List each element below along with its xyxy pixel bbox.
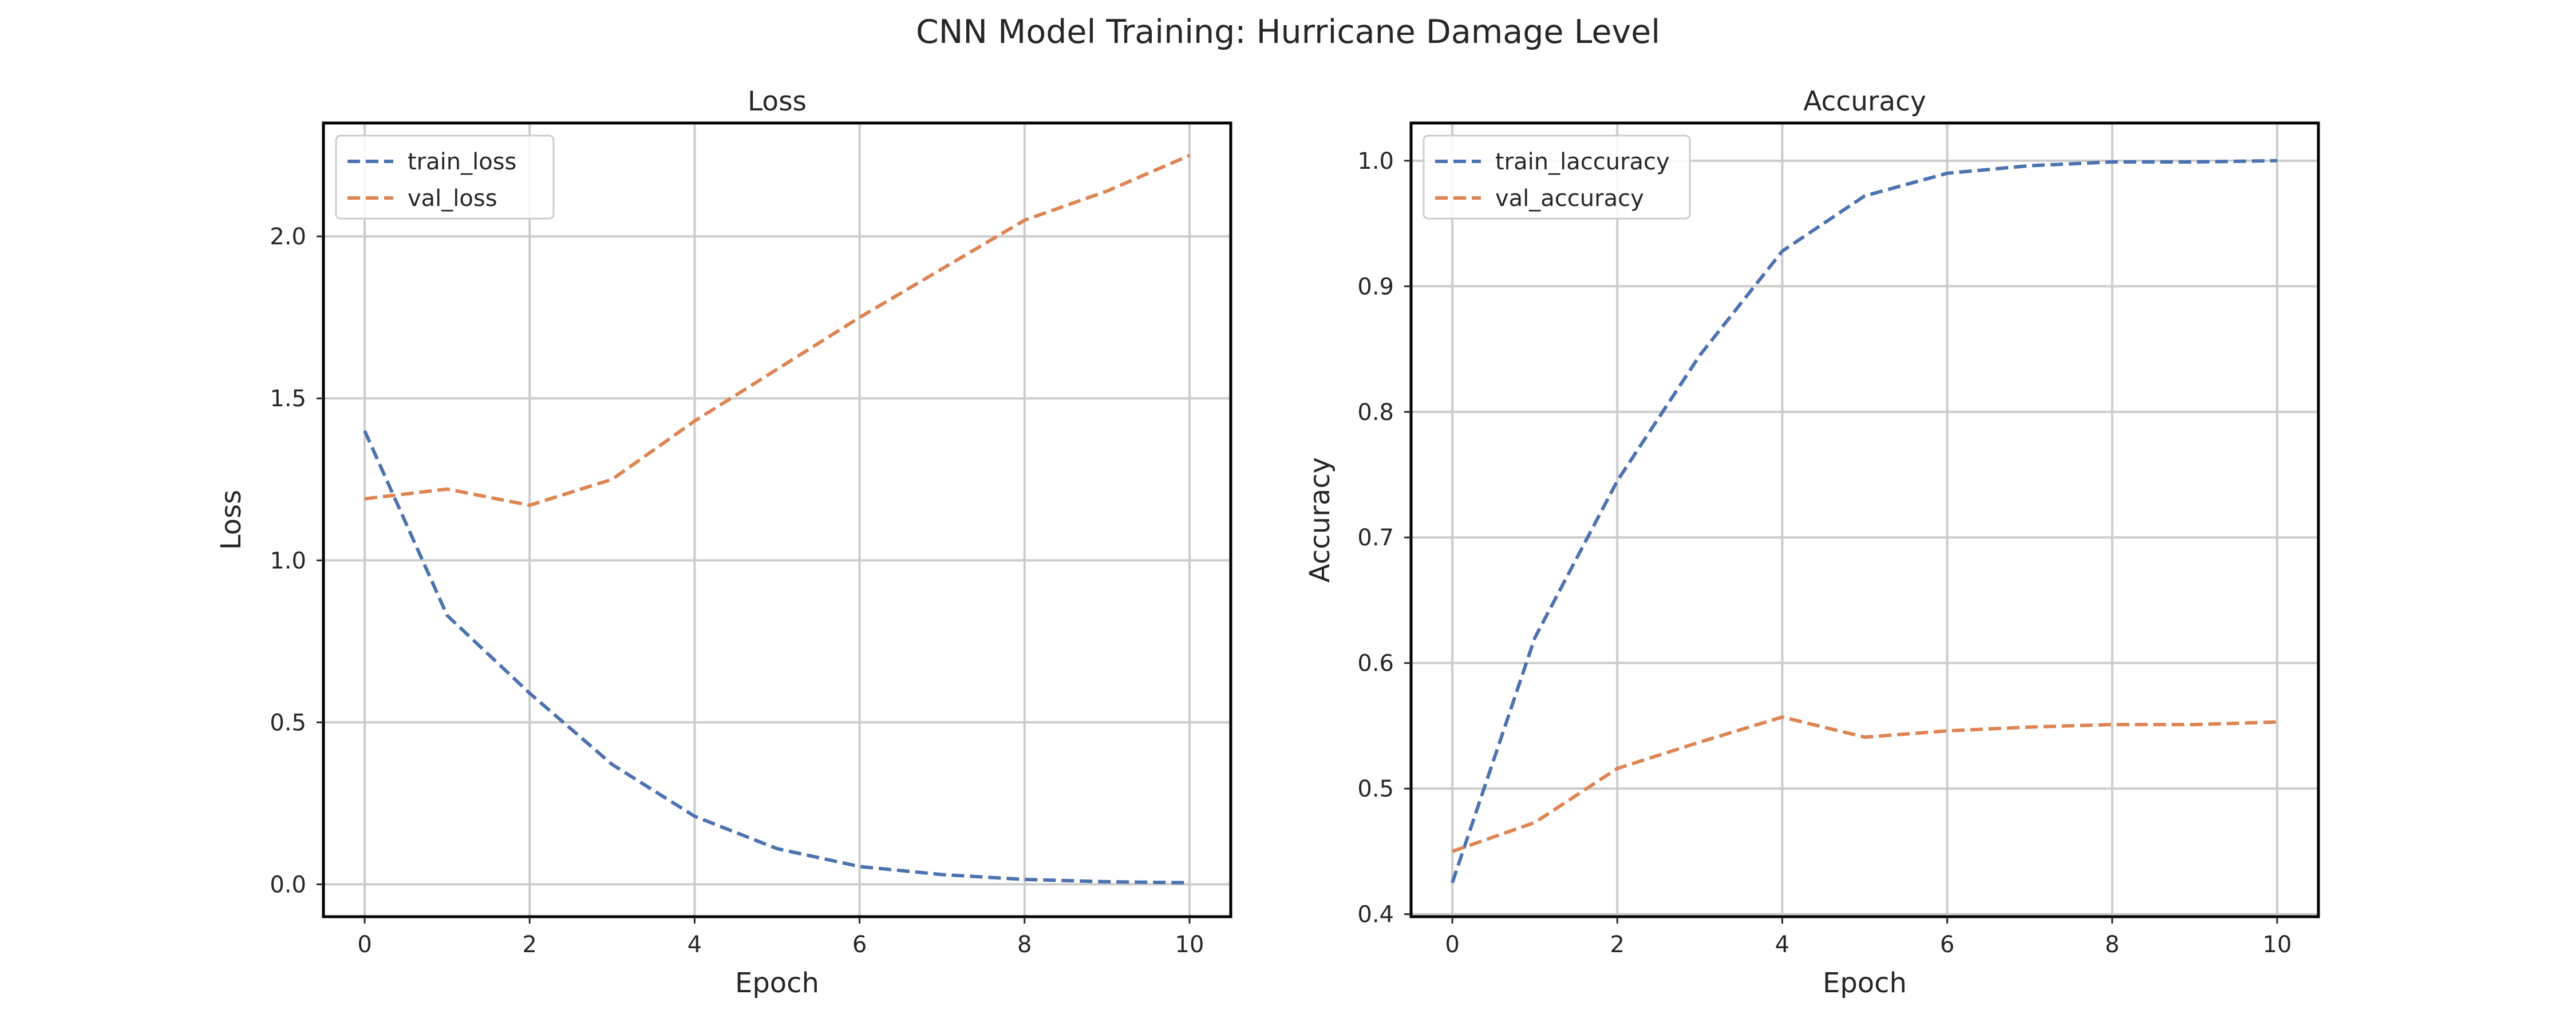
loss-series-val_loss <box>364 153 1191 507</box>
loss-xtick-label: 8 <box>1017 932 1032 958</box>
accuracy-panel: 0 2 4 6 8 10 0.4 0.5 0.6 0.7 0.8 0.9 1.0 Accuracy Epoc… <box>1304 86 2320 999</box>
accuracy-xtick-label: 0 <box>1445 932 1459 958</box>
accuracy-xtick-label: 2 <box>1610 932 1625 958</box>
accuracy-ytick-label: 0.7 <box>1357 525 1394 551</box>
loss-xtick-label: 10 <box>1175 932 1204 958</box>
loss-xtick-label: 6 <box>852 932 867 958</box>
loss-x-axis-label: Epoch <box>735 967 819 999</box>
accuracy-xtick-label: 10 <box>2263 932 2292 958</box>
loss-panel: 0 2 4 6 8 10 0.0 0.5 1.0 1.5 2.0 Loss Epoch Loss train… <box>215 86 1232 999</box>
loss-series-train_loss <box>363 430 1190 885</box>
accuracy-ytick-label: 0.9 <box>1357 274 1394 300</box>
loss-legend-label: val_loss <box>408 185 497 212</box>
accuracy-ytick-label: 1.0 <box>1357 148 1394 175</box>
accuracy-legend-label: train_laccuracy <box>1495 149 1670 175</box>
accuracy-ytick-label: 0.6 <box>1357 651 1394 677</box>
loss-y-axis-label: Loss <box>215 490 247 550</box>
loss-legend-label: train_loss <box>408 149 516 175</box>
figure-title: CNN Model Training: Hurricane Damage Lev… <box>916 13 1660 51</box>
loss-panel-title: Loss <box>748 86 807 117</box>
loss-ytick-label: 0.5 <box>270 710 306 736</box>
accuracy-xtick-label: 4 <box>1775 932 1789 958</box>
accuracy-ytick-label: 0.8 <box>1357 399 1394 426</box>
accuracy-y-axis-label: Accuracy <box>1304 457 1336 583</box>
accuracy-xtick-label: 6 <box>1940 932 1954 958</box>
accuracy-x-axis-label: Epoch <box>1823 967 1907 999</box>
loss-xtick-label: 0 <box>357 932 372 958</box>
loss-ytick-label: 1.5 <box>270 386 306 412</box>
loss-ytick-label: 0.0 <box>270 871 306 898</box>
accuracy-series-train_laccuracy <box>1451 159 2278 884</box>
accuracy-legend <box>1423 134 1691 220</box>
loss-xtick-label: 2 <box>523 932 537 958</box>
loss-ytick-label: 2.0 <box>270 224 306 250</box>
accuracy-ytick-label: 0.4 <box>1357 902 1394 928</box>
accuracy-xtick-label: 8 <box>2105 932 2119 958</box>
loss-ytick-label: 1.0 <box>270 548 306 574</box>
loss-plot-frame <box>322 121 1232 918</box>
accuracy-plot-frame <box>1409 121 2320 918</box>
accuracy-ytick-label: 0.5 <box>1357 776 1394 802</box>
accuracy-legend-label: val_accuracy <box>1495 185 1644 212</box>
accuracy-series-val_accuracy <box>1452 715 2278 853</box>
accuracy-panel-title: Accuracy <box>1803 86 1926 117</box>
loss-xtick-label: 4 <box>688 932 702 958</box>
